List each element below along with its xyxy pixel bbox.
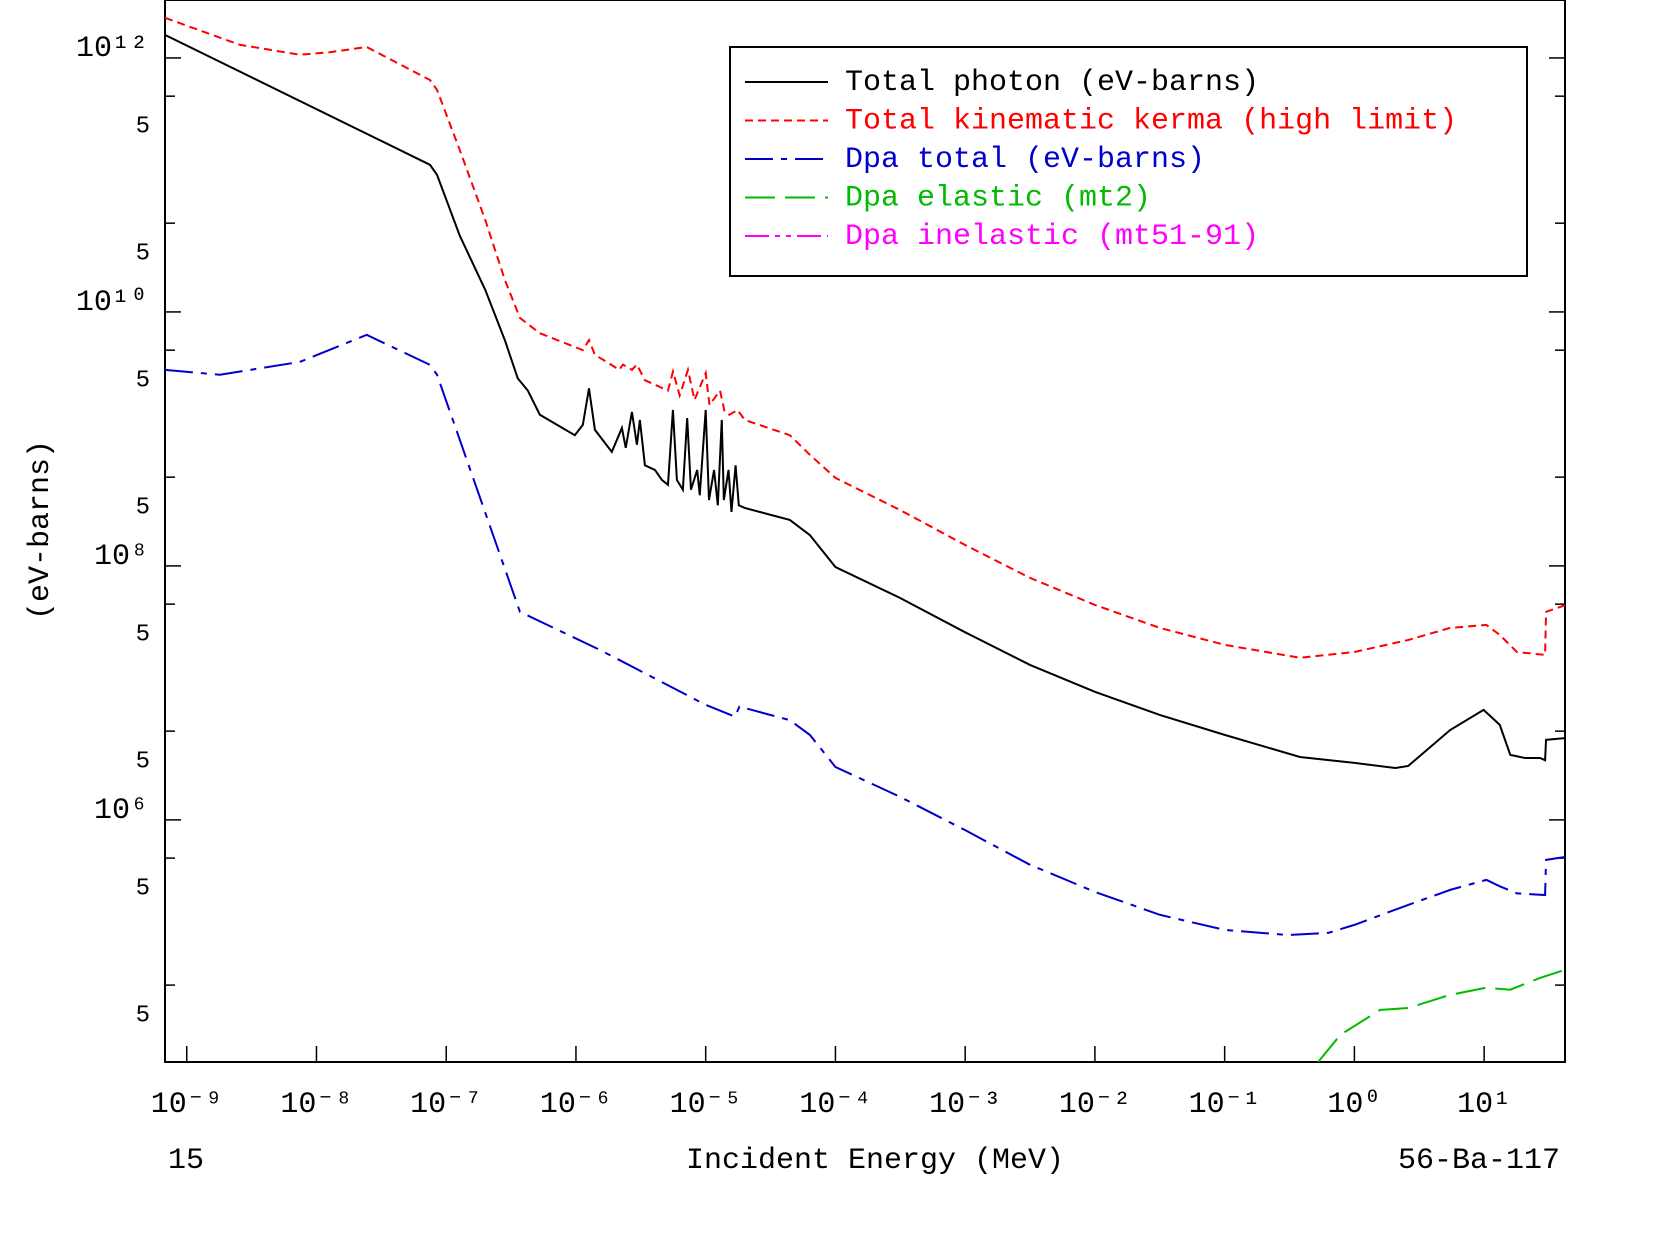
series-line: [165, 33, 1565, 770]
plot-frame: [164, 0, 1566, 1063]
legend-label: Dpa inelastic (mt51-91): [845, 220, 1259, 254]
y-tick-label: 5: [136, 748, 150, 775]
x-tick-label: 10⁰: [1327, 1088, 1381, 1122]
x-tick-label: 10⁻⁶: [540, 1088, 612, 1122]
series-line: [1317, 968, 1565, 1062]
y-tick-label: 10⁶: [94, 794, 148, 828]
y-tick-label: 10¹⁰: [76, 286, 148, 320]
x-tick-label: 10¹: [1457, 1088, 1511, 1122]
footer-left: 15: [168, 1144, 204, 1178]
y-tick-label: 5: [136, 114, 150, 141]
series-line: [165, 16, 1565, 659]
x-tick-label: 10⁻⁸: [280, 1088, 352, 1122]
x-tick-label: 10⁻¹: [1189, 1088, 1261, 1122]
legend-label: Dpa elastic (mt2): [845, 181, 1151, 215]
y-tick-label: 5: [136, 368, 150, 395]
y-tick-label: 10⁸: [94, 540, 148, 574]
x-axis-label: Incident Energy (MeV): [686, 1144, 1064, 1178]
x-tick-label: 10⁻²: [1059, 1088, 1131, 1122]
x-tick-label: 10⁻⁴: [799, 1088, 871, 1122]
y-tick-label: 5: [136, 621, 150, 648]
footer-right: 56-Ba-117: [1398, 1144, 1560, 1178]
legend: Total photon (eV-barns) Total kinematic k…: [745, 66, 1457, 254]
x-tick-label: 10⁻⁷: [410, 1088, 482, 1122]
y-tick-label: 5: [136, 1002, 150, 1029]
series-line: [165, 333, 1565, 937]
legend-box: [729, 46, 1528, 277]
y-tick-label: 5: [136, 241, 150, 268]
legend-label: Total kinematic kerma (high limit): [845, 104, 1457, 138]
y-tick-label: 5: [136, 875, 150, 902]
x-tick-label: 10⁻⁹: [151, 1088, 223, 1122]
x-tick-label: 10⁻³: [929, 1088, 1001, 1122]
y-tick-label: 5: [136, 494, 150, 521]
y-axis-label: (eV-barns): [24, 440, 58, 620]
y-tick-label: 10¹²: [76, 32, 148, 66]
legend-label: Total photon (eV-barns): [845, 66, 1259, 100]
x-tick-label: 10⁻⁵: [670, 1088, 742, 1122]
legend-label: Dpa total (eV-barns): [845, 143, 1205, 177]
